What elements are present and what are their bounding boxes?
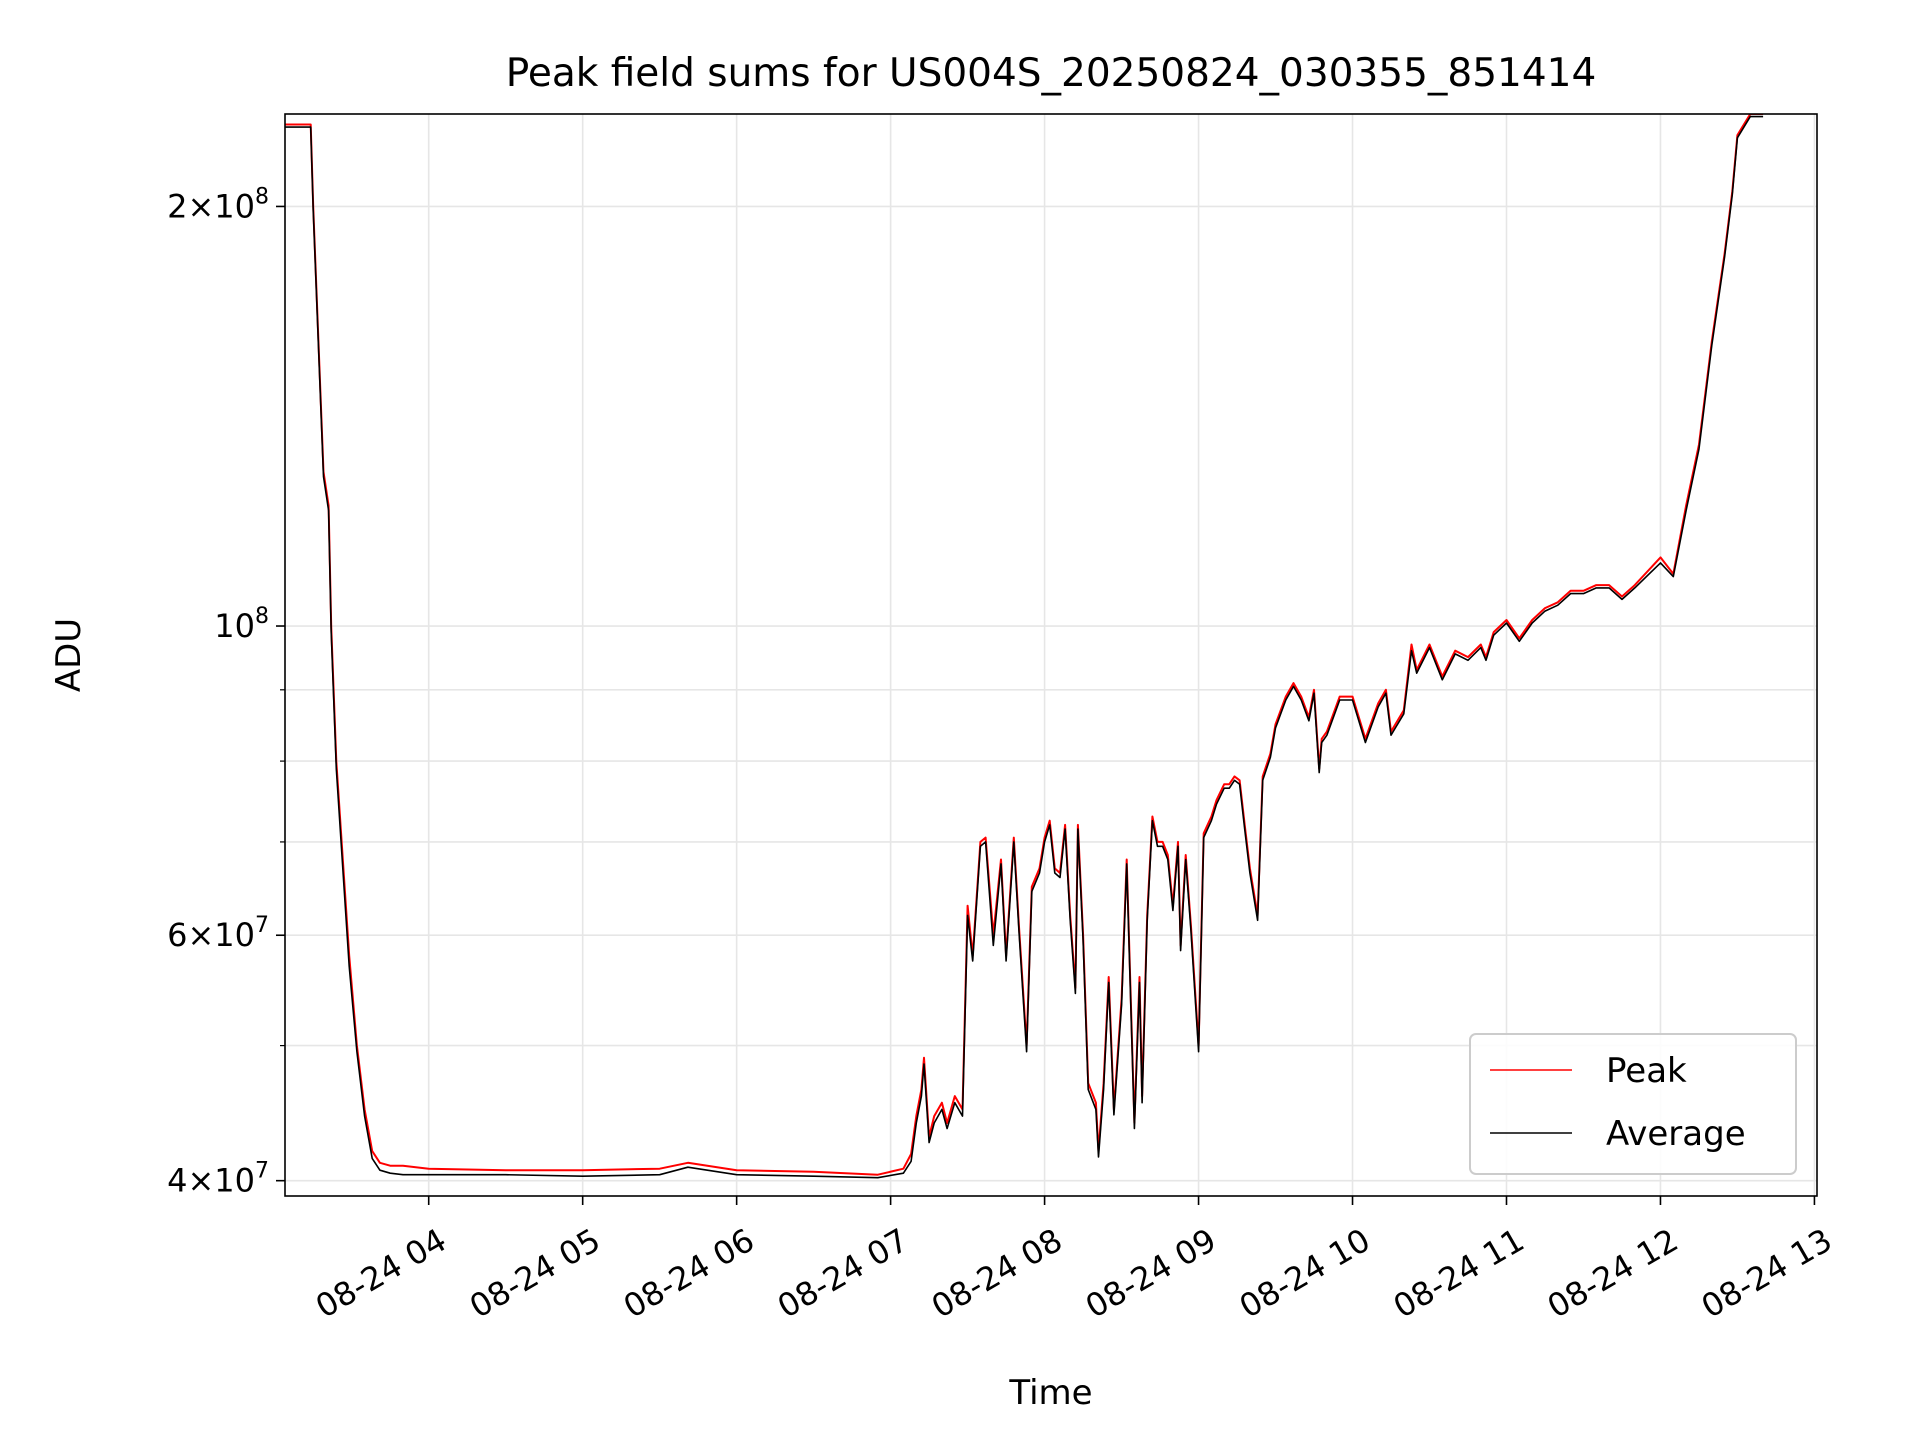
y-tick-label-exponent: 8 — [255, 184, 269, 209]
y-tick-label-exponent: 8 — [255, 604, 269, 629]
y-tick-label: 2×108 — [167, 184, 269, 225]
y-tick-label: 4×107 — [167, 1159, 269, 1200]
y-tick-label-exponent: 7 — [255, 913, 269, 938]
chart-title: Peak field sums for US004S_20250824_0303… — [506, 51, 1597, 96]
plot-frame — [284, 113, 1818, 1197]
y-tick-label: 108 — [214, 604, 269, 645]
y-tick-label-base: 10 — [214, 607, 255, 645]
y-tick-label-base: 2×10 — [167, 187, 255, 225]
y-tick-label-exponent: 7 — [255, 1159, 269, 1184]
y-tick-label-base: 4×10 — [167, 1162, 255, 1200]
legend-label-average: Average — [1606, 1114, 1746, 1154]
y-axis-label: ADU — [49, 618, 89, 692]
legend-label-peak: Peak — [1606, 1051, 1687, 1091]
series-line-peak — [285, 114, 1764, 1176]
legend: Peak Average — [1469, 1033, 1797, 1175]
series-line-average — [285, 115, 1764, 1179]
y-tick-label: 6×107 — [167, 913, 269, 954]
x-axis-label: Time — [1008, 1373, 1092, 1413]
y-tick-label-base: 6×10 — [167, 916, 255, 954]
grid-layer — [285, 114, 1817, 1196]
series-layer — [285, 114, 1764, 1179]
legend-box — [1469, 1033, 1797, 1175]
